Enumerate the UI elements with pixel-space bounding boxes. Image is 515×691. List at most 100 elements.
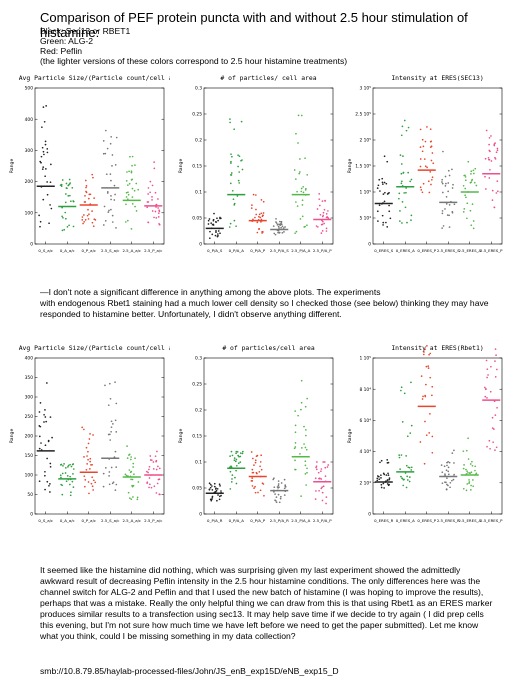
data-point: [485, 129, 488, 132]
data-point: [424, 420, 426, 423]
data-point: [398, 454, 401, 456]
data-point: [485, 359, 488, 362]
data-point: [277, 484, 280, 487]
data-point: [81, 426, 84, 429]
data-point: [238, 171, 241, 173]
data-point: [66, 187, 68, 190]
data-point: [471, 479, 474, 481]
y-tick-label: 4 10⁴: [359, 449, 371, 455]
data-point: [488, 136, 491, 139]
data-point: [209, 483, 212, 486]
plot-frame: [372, 87, 503, 245]
data-point: [399, 468, 401, 470]
data-point: [440, 464, 443, 466]
data-point: [277, 231, 279, 234]
data-point: [386, 160, 389, 163]
data-point: [426, 166, 428, 169]
data-point: [258, 213, 261, 216]
data-point: [81, 219, 84, 221]
data-point: [38, 435, 41, 438]
data-point: [281, 231, 284, 234]
data-point: [279, 497, 282, 500]
data-point: [423, 158, 426, 160]
data-point: [283, 231, 285, 233]
data-point: [304, 464, 307, 467]
data-point: [428, 432, 431, 434]
data-point: [467, 458, 470, 460]
data-point: [39, 402, 42, 404]
data-point: [471, 203, 474, 205]
x-tick-label: 0_ERES_A: [396, 248, 415, 253]
data-point: [151, 210, 154, 212]
data-point: [318, 204, 321, 207]
data-point: [377, 220, 379, 222]
data-point: [237, 462, 240, 465]
data-point: [219, 232, 221, 235]
data-point: [446, 461, 448, 464]
data-point: [238, 455, 240, 458]
chart-title: # of particles/ cell area: [220, 74, 316, 82]
data-point: [493, 428, 495, 430]
data-point: [445, 182, 447, 185]
data-point: [451, 452, 454, 455]
data-point: [151, 199, 153, 201]
data-point: [218, 495, 221, 498]
data-point: [81, 216, 84, 218]
data-point: [406, 221, 408, 224]
data-point: [229, 182, 232, 185]
data-point: [277, 486, 279, 489]
data-point: [473, 172, 475, 175]
data-point: [278, 220, 281, 223]
data-point: [284, 226, 286, 228]
data-point: [254, 491, 257, 494]
data-point: [70, 465, 73, 468]
chart-title: Intensity at ERES(Rbet1): [391, 344, 483, 352]
data-point: [303, 425, 305, 428]
data-point: [130, 498, 133, 501]
data-point: [40, 155, 43, 158]
data-point: [407, 466, 410, 469]
y-tick-label: 0: [199, 242, 202, 248]
data-point: [217, 233, 219, 235]
data-point: [208, 488, 211, 491]
data-point: [470, 224, 473, 227]
data-point: [465, 449, 468, 452]
data-point: [208, 237, 211, 240]
data-point: [446, 464, 448, 467]
data-point: [441, 227, 443, 229]
data-point: [125, 196, 128, 198]
x-tick-label: 0_P_a/c: [81, 248, 96, 253]
data-point: [380, 474, 382, 477]
data-point: [210, 222, 213, 225]
data-point: [115, 466, 118, 468]
data-point: [462, 211, 465, 213]
data-point: [383, 200, 386, 203]
data-point: [444, 473, 446, 475]
y-axis-label: Range: [9, 159, 15, 174]
data-point: [217, 494, 219, 496]
data-point: [251, 480, 254, 482]
data-point: [327, 464, 330, 466]
data-point: [131, 484, 133, 487]
data-point: [294, 446, 297, 448]
data-point: [253, 464, 255, 466]
data-point: [386, 462, 389, 464]
data-point: [46, 193, 49, 196]
data-point: [154, 455, 157, 458]
data-point: [218, 498, 221, 501]
data-point: [382, 224, 384, 226]
y-tick-label: 0.15: [192, 434, 202, 440]
data-point: [61, 215, 64, 218]
data-point: [72, 486, 75, 488]
data-point: [410, 466, 413, 469]
data-point: [261, 215, 264, 218]
data-point: [305, 187, 307, 190]
data-point: [400, 454, 403, 456]
data-point: [103, 205, 106, 208]
data-point: [253, 487, 255, 489]
data-point: [294, 410, 297, 412]
data-point: [159, 493, 161, 496]
data-point: [306, 224, 308, 227]
data-point: [302, 185, 305, 188]
data-point: [484, 157, 487, 160]
